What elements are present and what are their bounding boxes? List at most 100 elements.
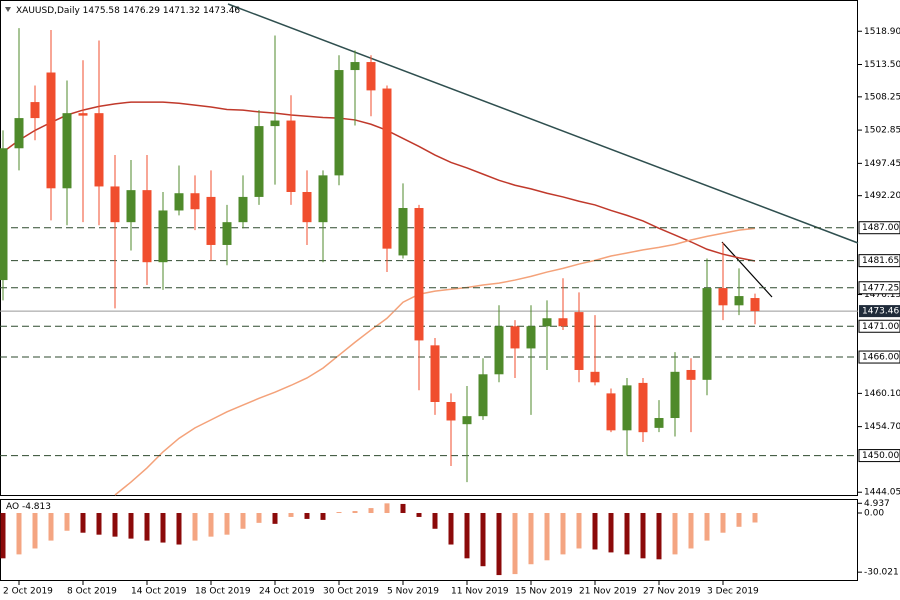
candle-body [238, 196, 248, 223]
candle-body [718, 288, 728, 306]
ao-bar [352, 511, 358, 514]
candle-body [158, 210, 168, 263]
chart-header: XAUUSD,Daily 1475.58 1476.29 1471.32 147… [16, 6, 240, 16]
candle-body [654, 418, 664, 428]
ao-title: AO [6, 502, 19, 512]
y-tick-label: 4.937 [864, 499, 890, 509]
level-label: 1481.65 [862, 256, 899, 266]
candle-body [126, 190, 136, 223]
ao-bar [448, 513, 454, 545]
level-label-box [858, 350, 900, 364]
ao-bar [160, 513, 166, 543]
ao-bar [288, 513, 294, 517]
y-tick-label: 1492.20 [864, 191, 900, 201]
ao-bar [512, 513, 518, 575]
ao-bar [560, 513, 566, 555]
ao-bar [752, 513, 758, 523]
candle-body [750, 298, 760, 312]
x-tick-label: 21 Nov 2019 [579, 587, 637, 597]
y-tick-label: 1518.90 [864, 27, 900, 37]
ao-bar [624, 513, 630, 555]
ao-bar [16, 513, 22, 555]
y-tick-label: 1454.70 [864, 422, 900, 432]
candle-body [174, 193, 184, 211]
ao-panel [0, 499, 858, 581]
candle-body [254, 126, 264, 197]
candle-body [622, 385, 632, 431]
ao-bar [432, 513, 438, 529]
ao-bar [320, 513, 326, 520]
ao-bar [176, 513, 182, 545]
candle-body [94, 113, 104, 187]
candle-body [14, 118, 24, 149]
ao-bar [128, 513, 134, 539]
candle-body [350, 62, 360, 71]
candle-body [302, 191, 312, 223]
ao-bar [544, 513, 550, 561]
x-tick-label: 18 Oct 2019 [195, 587, 251, 597]
ao-bar [48, 513, 54, 541]
candle-body [286, 120, 296, 192]
x-tick-label: 8 Oct 2019 [67, 587, 117, 597]
candle-body [398, 208, 408, 256]
candle-body [574, 312, 584, 370]
candle-body [510, 326, 520, 349]
ao-bar [208, 513, 214, 537]
candle-body [414, 208, 424, 341]
level-label: 1477.25 [862, 283, 899, 293]
open-value: 1475.58 [83, 6, 120, 16]
ao-bar [240, 513, 246, 529]
x-tick-label: 27 Nov 2019 [643, 587, 701, 597]
level-label-box [858, 281, 900, 295]
ao-bar [192, 513, 198, 541]
last-price-label: 1473.46 [862, 307, 899, 317]
price-panel [0, 0, 858, 496]
panel-icon [5, 7, 11, 12]
ao-bar [256, 513, 262, 523]
ao-header: AO -4.813 [6, 502, 51, 512]
ao-bar [496, 513, 502, 576]
ao-bar [688, 513, 694, 549]
candle-body [190, 193, 200, 210]
ao-bar [112, 513, 118, 537]
ao-bar [480, 513, 486, 567]
ao-bar [528, 513, 534, 565]
candle-body [542, 318, 552, 327]
y-tick-label: 1476.15 [864, 290, 900, 300]
x-tick-label: 15 Nov 2019 [515, 587, 573, 597]
ao-bar [656, 513, 662, 560]
moving-average [2, 101, 756, 262]
candle-body [702, 288, 712, 380]
ao-value: -4.813 [22, 502, 51, 512]
candle-body [78, 113, 88, 116]
candle-body [334, 70, 344, 176]
ao-bar [400, 503, 406, 514]
x-tick-label: 2 Oct 2019 [3, 587, 53, 597]
y-tick-label: 1460.10 [864, 389, 900, 399]
level-label-box [858, 319, 900, 333]
candle-body [606, 393, 616, 431]
candle-body [46, 72, 56, 189]
ao-bar [736, 513, 742, 527]
ao-bar [592, 513, 598, 550]
y-tick-label: -30.021 [864, 568, 899, 578]
ao-bar [304, 513, 310, 519]
ao-bar [272, 513, 278, 524]
low-value: 1471.32 [163, 6, 200, 16]
moving-average [114, 227, 756, 496]
ao-bar [384, 503, 390, 514]
trendline [721, 241, 773, 298]
candle-body [590, 371, 600, 383]
ao-bar [0, 513, 6, 559]
candle-body [670, 371, 680, 419]
candle-body [222, 222, 232, 245]
ao-bar [576, 513, 582, 549]
candle-body [62, 113, 72, 189]
x-tick-label: 11 Nov 2019 [451, 587, 509, 597]
candle-body [478, 374, 488, 417]
ao-bar [336, 512, 342, 514]
y-tick-label: 1508.25 [864, 92, 900, 102]
ao-bar [464, 513, 470, 559]
ao-bar [704, 513, 710, 541]
